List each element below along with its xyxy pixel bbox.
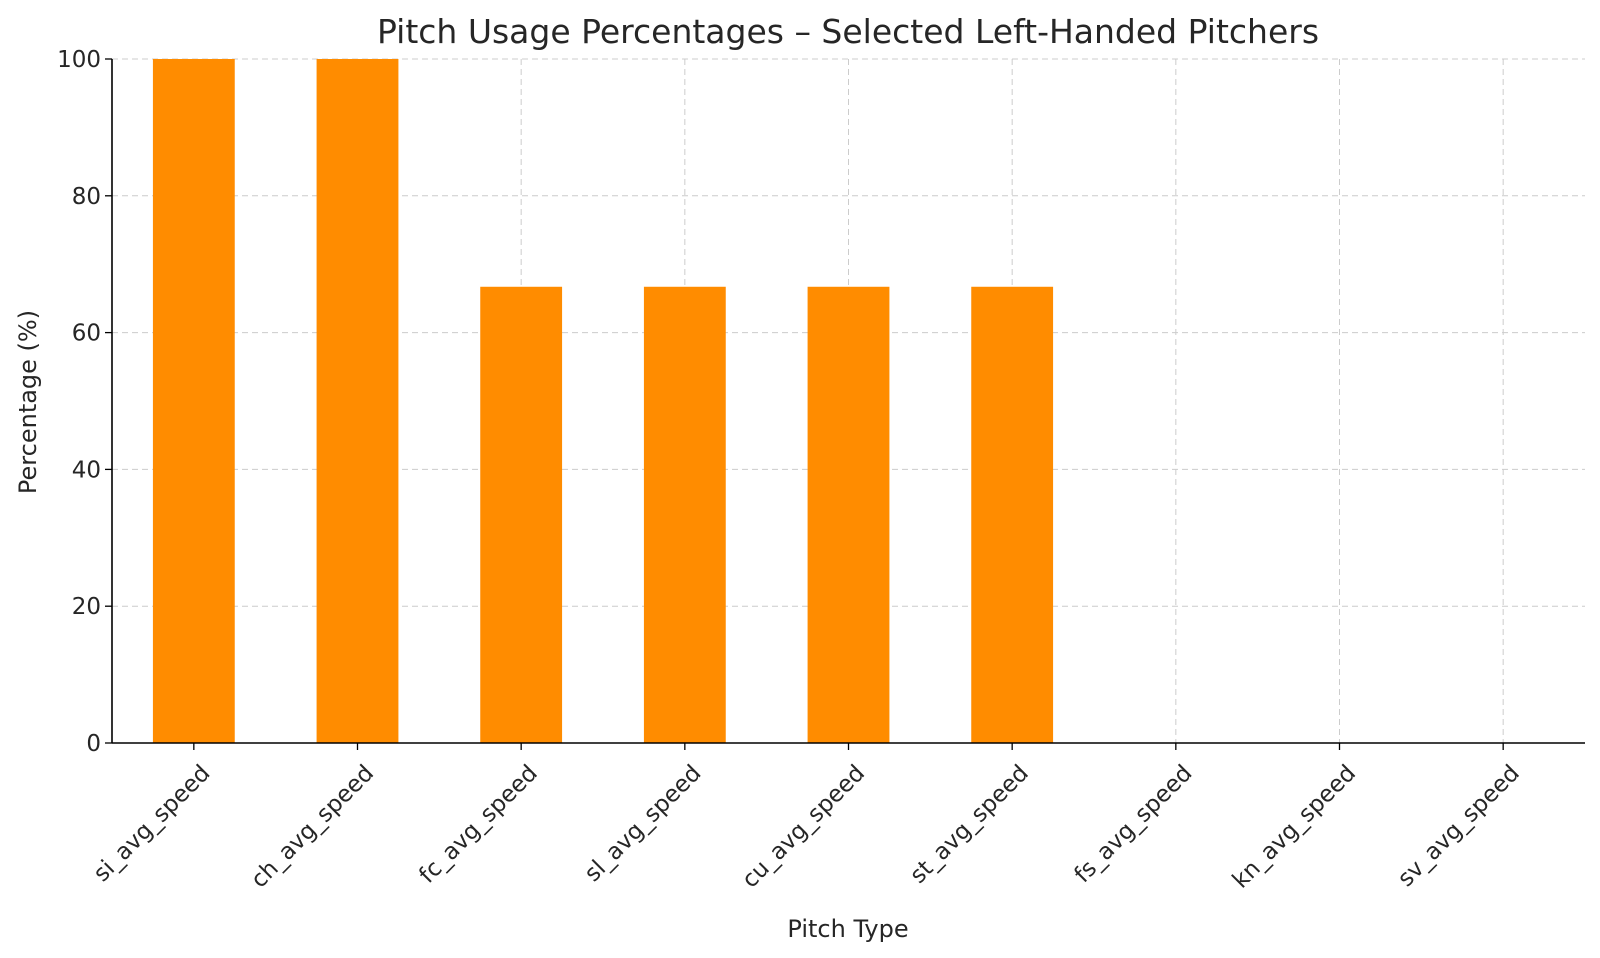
y-ticks: 0 20 40 60 80 100 (57, 47, 112, 757)
x-tick-label: cu_avg_speed (737, 760, 870, 893)
x-tick-label: ch_avg_speed (246, 760, 379, 893)
x-tick-label: fc_avg_speed (414, 760, 542, 888)
x-tick-label: si_avg_speed (89, 760, 216, 887)
y-tick-label: 100 (57, 47, 101, 73)
x-tick-label: sl_avg_speed (580, 760, 707, 887)
chart-title: Pitch Usage Percentages – Selected Left-… (377, 12, 1319, 51)
x-tick-label: fs_avg_speed (1070, 760, 1198, 888)
y-axis-label: Percentage (%) (14, 310, 42, 494)
bar-st_avg_speed (971, 286, 1054, 743)
bar-ch_avg_speed (316, 59, 399, 743)
bar-cu_avg_speed (807, 286, 890, 743)
bar-si_avg_speed (152, 59, 235, 743)
y-tick-label: 80 (72, 184, 101, 210)
bar-sl_avg_speed (643, 286, 726, 743)
y-tick-label: 0 (86, 731, 101, 757)
x-tick-label: st_avg_speed (905, 760, 1034, 889)
bar-fc_avg_speed (480, 286, 563, 743)
x-tick-label: sv_avg_speed (1393, 760, 1525, 892)
x-tick-label: kn_avg_speed (1228, 760, 1361, 893)
x-ticks: si_avg_speed ch_avg_speed fc_avg_speed sl_a… (89, 743, 1525, 894)
y-tick-label: 60 (72, 321, 101, 347)
y-tick-label: 40 (72, 457, 101, 483)
y-tick-label: 20 (72, 594, 101, 620)
bars (152, 59, 1054, 743)
x-axis-label: Pitch Type (787, 915, 908, 943)
